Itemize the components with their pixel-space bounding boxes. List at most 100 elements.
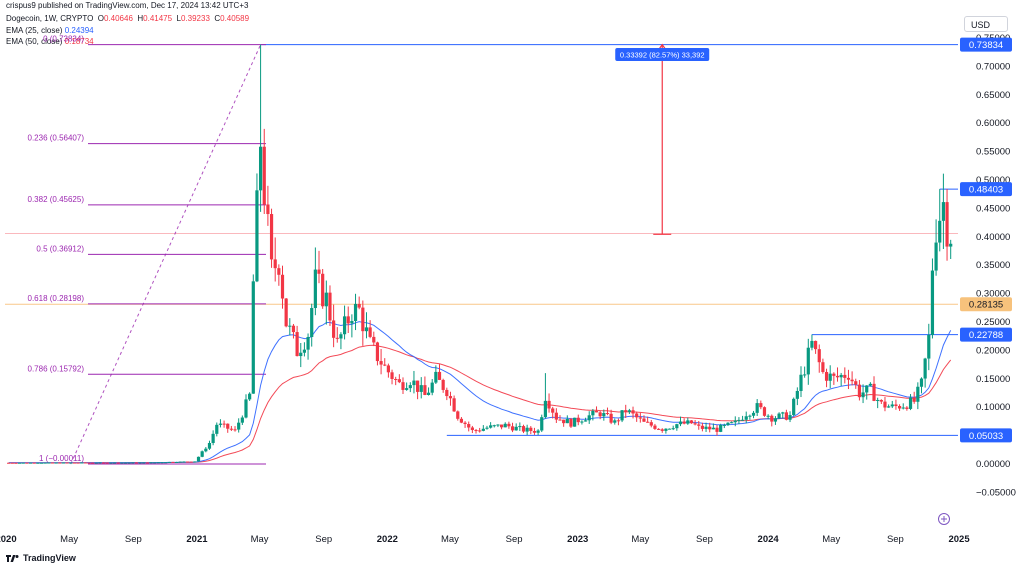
candle-body (678, 421, 683, 425)
candle-body (478, 430, 482, 432)
y-tick-label: 0.15000 (976, 374, 1010, 385)
candle-body (930, 270, 935, 335)
symbol-name[interactable]: Dogecoin, 1W, CRYPTO (6, 14, 94, 23)
candle-body (218, 423, 223, 425)
candle-body (675, 424, 679, 429)
candle-body (901, 407, 905, 409)
candle-body (434, 371, 438, 383)
candle-body (72, 462, 76, 464)
candle-body (868, 383, 872, 386)
candle-body (481, 428, 485, 431)
candle-body (299, 352, 303, 357)
candle-body (613, 420, 617, 423)
candle-body (580, 421, 584, 423)
candle-body (518, 426, 522, 428)
candle-body (94, 462, 98, 464)
candle-body (437, 371, 442, 380)
candle-body (762, 407, 767, 416)
candle-body (642, 418, 646, 422)
candle-body (105, 462, 109, 464)
y-tick-label: 0.35000 (976, 260, 1010, 271)
y-tick-label: 0.70000 (976, 61, 1010, 72)
ema-lines (8, 321, 952, 464)
candle-body (638, 417, 642, 419)
y-tick-label: 0.60000 (976, 118, 1010, 129)
candle-body (616, 420, 621, 422)
candle-body (120, 462, 124, 464)
price-badge-label: 0.73834 (969, 40, 1003, 51)
candle-body (222, 423, 226, 425)
ema50-legend[interactable]: EMA (50, close) 0.18734 (6, 37, 94, 47)
candle-body (423, 385, 427, 395)
symbol-ohlc-line: Dogecoin, 1W, CRYPTO O0.40646 H0.41475 L… (6, 14, 249, 24)
candle-body (689, 420, 694, 424)
candle-body (291, 325, 296, 333)
candle-body (656, 428, 661, 430)
candle-body (700, 425, 705, 429)
y-tick-label: 0.20000 (976, 345, 1010, 356)
close-label: C (214, 14, 221, 23)
y-tick-label: −0.05000 (976, 487, 1016, 498)
tradingview-brand[interactable]: TradingView (6, 553, 76, 563)
x-tick-label: Sep (315, 534, 332, 545)
candle-body (262, 146, 266, 205)
candle-body (463, 422, 467, 425)
price-badge-label: 0.05033 (969, 431, 1003, 442)
candle-body (101, 462, 106, 464)
fib-level-label: 1 (−0.00011) (39, 454, 84, 463)
candle-body (240, 417, 244, 423)
tradingview-logo-icon (6, 554, 19, 562)
candle-body (730, 422, 734, 424)
candle-body (631, 410, 635, 414)
x-tick-label: 2025 (948, 534, 970, 545)
currency-selector[interactable]: USD (964, 16, 1008, 32)
candle-body (390, 372, 394, 379)
candle-body (507, 423, 511, 427)
candle-body (394, 378, 398, 380)
candle-body (635, 413, 639, 418)
candle-body (258, 146, 263, 191)
candle-body (839, 374, 843, 378)
brand-label: TradingView (23, 553, 76, 563)
ema25-legend[interactable]: EMA (25, close) 0.24394 (6, 26, 94, 36)
candle-body (58, 462, 62, 464)
price-badge (960, 182, 1012, 197)
candle-body (36, 462, 40, 464)
candle-body (671, 428, 675, 430)
candle-body (332, 320, 336, 338)
candle-body (624, 410, 628, 412)
candle-body (503, 423, 507, 428)
candle-body (383, 364, 387, 366)
y-tick-label: 0.45000 (976, 203, 1010, 214)
fib-trend-line (70, 44, 262, 465)
candle-body (342, 316, 347, 335)
candle-body (529, 427, 533, 432)
price-badge (960, 428, 1012, 443)
low-value: 0.39233 (180, 14, 210, 23)
candle-body (587, 415, 591, 421)
candle-body (525, 427, 529, 432)
candle-body (565, 418, 569, 424)
candle-body (609, 413, 613, 423)
candle-body (138, 462, 142, 464)
candle-body (883, 401, 887, 408)
candle-body (175, 461, 179, 463)
measure-label: 0.33392 (82.57%) 33,392 (620, 51, 705, 60)
candle-body (945, 202, 949, 247)
candle-body (824, 371, 829, 381)
candle-body (514, 426, 518, 431)
candle-body (905, 407, 909, 409)
candle-body (821, 362, 825, 372)
candle-body (912, 397, 916, 402)
candle-body (448, 396, 453, 399)
candle-body (419, 385, 423, 392)
candle-body (664, 428, 668, 431)
fib-level-label: 0.382 (0.45625) (28, 195, 85, 204)
candle-body (233, 429, 237, 431)
fib-level-label: 0.236 (0.56407) (28, 134, 85, 143)
candle-body (123, 462, 128, 464)
ema25-label: EMA (25, close) (6, 26, 63, 35)
candle-body (266, 204, 270, 215)
candle-body (65, 462, 69, 464)
